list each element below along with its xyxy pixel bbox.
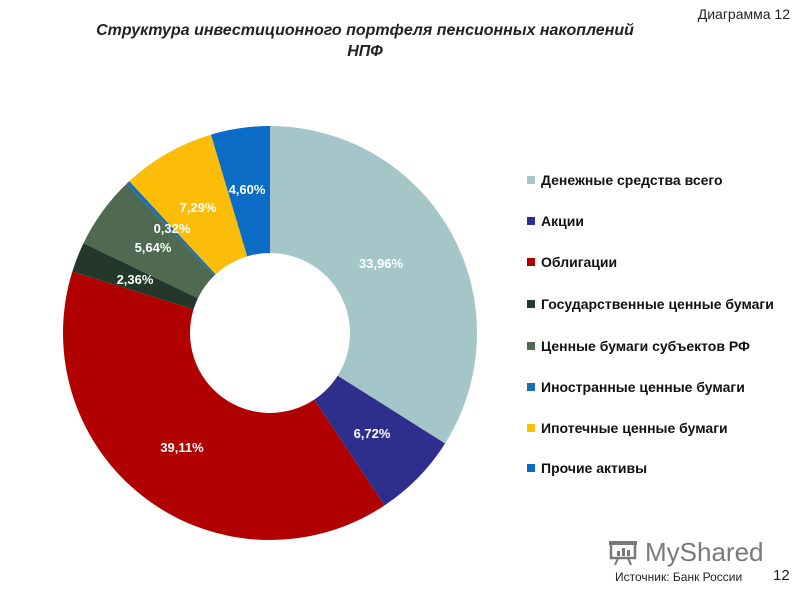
legend-item: Прочие активы (525, 460, 800, 476)
donut-slice (314, 375, 446, 506)
slice-value-label: 5,64% (135, 240, 172, 255)
legend-swatch (527, 424, 535, 432)
legend-item: Денежные средства всего (525, 172, 800, 188)
slice-value-label: 39,11% (160, 440, 204, 455)
watermark: MyShared (645, 537, 764, 567)
legend-swatch (527, 217, 535, 225)
donut-slice (126, 181, 216, 276)
legend-item: Иностранные ценные бумаги (525, 379, 800, 395)
legend-swatch (527, 342, 535, 350)
donut-slice (211, 126, 270, 257)
legend-label: Прочие активы (541, 460, 648, 476)
donut-slice (270, 126, 477, 444)
slice-value-label: 33,96% (359, 256, 404, 271)
legend-label: Денежные средства всего (541, 172, 723, 188)
slice-value-label: 0,32% (154, 221, 191, 236)
legend-item: Облигации (525, 254, 800, 270)
chart-title: Структура инвестиционного портфеля пенси… (96, 22, 634, 60)
legend-label: Ценные бумаги субъектов РФ (541, 338, 750, 354)
legend-label: Иностранные ценные бумаги (541, 379, 745, 395)
donut-slice (129, 134, 248, 275)
legend-item: Государственные ценные бумаги (525, 296, 776, 312)
legend-label: Ипотечные ценные бумаги (541, 420, 728, 436)
slice-value-label: 6,72% (354, 426, 391, 441)
legend-swatch (527, 176, 535, 184)
legend-label: Облигации (541, 254, 618, 270)
donut-slice (63, 271, 385, 540)
donut-slice (72, 243, 198, 310)
diagram-number: Диаграмма 12 (697, 6, 790, 22)
legend-item: Ипотечные ценные бумаги (525, 420, 800, 436)
slice-value-label: 2,36% (117, 272, 154, 287)
donut-slice (83, 183, 215, 299)
page-number: 12 (773, 567, 790, 584)
legend-swatch (527, 258, 535, 266)
legend-swatch (527, 383, 535, 391)
legend-item: Акции (525, 213, 800, 229)
legend-label: Государственные ценные бумаги (541, 296, 774, 312)
legend-item: Ценные бумаги субъектов РФ (525, 338, 800, 354)
legend-label: Акции (541, 213, 584, 229)
source-note: Источник: Банк России (615, 570, 743, 584)
legend-swatch (527, 300, 535, 308)
legend-swatch (527, 464, 535, 472)
myshared-logo-icon (609, 541, 637, 566)
slice-value-label: 4,60% (229, 182, 266, 197)
slice-value-label: 7,29% (180, 200, 217, 215)
